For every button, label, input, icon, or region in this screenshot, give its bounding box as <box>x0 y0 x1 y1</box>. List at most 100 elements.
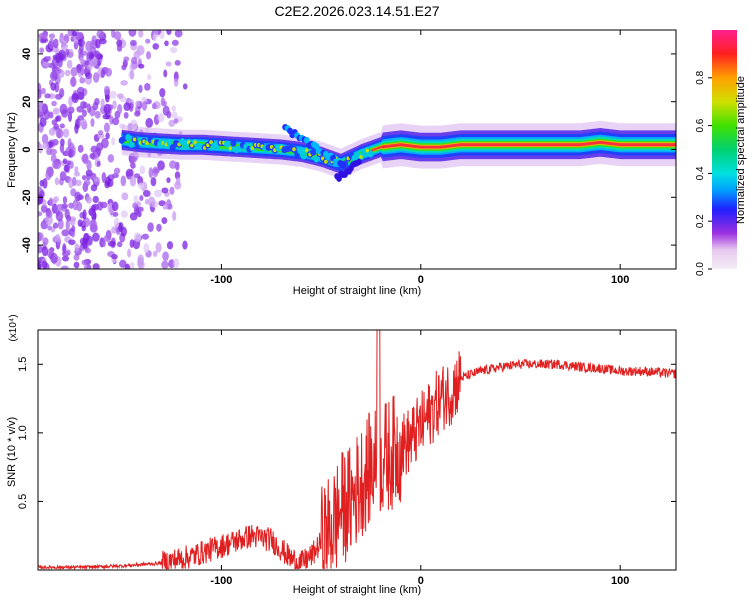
ridge-branch-blob <box>339 162 346 169</box>
noise-speckle <box>174 30 183 38</box>
noise-speckle <box>68 239 76 246</box>
spectrogram-panel: -100 0 100 -40 -20 0 20 40 Height of straight … <box>6 29 677 297</box>
noise-speckle <box>92 195 99 204</box>
noise-speckle <box>48 127 56 136</box>
noise-speckle <box>54 233 61 243</box>
noise-speckle <box>146 74 152 81</box>
noise-speckle <box>137 257 144 268</box>
noise-speckle <box>130 56 138 65</box>
noise-speckle <box>82 50 88 56</box>
noise-speckle <box>138 84 143 94</box>
noise-speckle <box>77 32 83 40</box>
noise-speckle <box>121 192 129 201</box>
noise-speckle <box>127 248 132 258</box>
noise-speckle <box>161 187 169 194</box>
noise-speckle <box>57 218 64 230</box>
noise-speckle <box>138 30 144 38</box>
noise-speckle <box>119 259 127 268</box>
noise-speckle <box>72 199 79 211</box>
noise-speckle <box>69 218 76 226</box>
noise-speckle <box>152 43 160 50</box>
noise-speckle <box>116 241 123 248</box>
noise-speckle <box>161 260 169 269</box>
noise-speckle <box>63 164 70 173</box>
noise-speckle <box>61 229 70 237</box>
noise-speckle <box>44 109 50 120</box>
noise-speckle <box>50 252 58 264</box>
noise-speckle <box>166 241 174 250</box>
noise-speckle <box>94 110 101 119</box>
noise-speckle <box>61 255 70 262</box>
noise-speckle <box>38 101 44 108</box>
noise-speckle <box>132 202 139 209</box>
ridge-blob <box>228 146 232 151</box>
noise-speckle <box>113 167 121 175</box>
ridge-blob <box>230 139 237 147</box>
noise-speckle <box>66 160 71 166</box>
noise-speckle <box>161 217 168 224</box>
noise-speckle <box>38 89 42 99</box>
ridge-branch-blob <box>303 136 310 144</box>
snr-ylabel: SNR (10 * v/v) <box>6 417 18 487</box>
noise-speckle <box>103 122 110 133</box>
noise-speckle <box>101 137 109 149</box>
noise-speckle <box>40 204 48 213</box>
noise-speckle <box>59 123 65 129</box>
noise-speckle <box>62 196 68 204</box>
noise-speckle <box>116 93 124 99</box>
noise-speckle <box>145 117 154 128</box>
noise-speckle <box>48 197 53 207</box>
noise-speckle <box>62 128 70 138</box>
noise-speckle <box>150 176 157 187</box>
noise-speckle <box>65 48 70 56</box>
noise-speckle <box>75 179 82 187</box>
noise-speckle <box>41 32 48 40</box>
noise-speckle <box>165 61 172 67</box>
noise-speckle <box>54 93 63 100</box>
snr-panel: -100 0 100 0.5 1.0 1.5 (x10⁴) Height of stra… <box>6 314 677 596</box>
noise-speckle <box>44 93 51 99</box>
noise-speckle <box>169 186 175 195</box>
noise-speckle <box>145 38 151 44</box>
noise-speckle <box>139 165 146 175</box>
noise-speckle <box>103 234 112 242</box>
noise-speckle <box>151 102 157 110</box>
ridge-blob <box>166 138 173 146</box>
noise-speckle <box>123 111 129 119</box>
noise-speckle <box>74 166 79 174</box>
noise-speckle <box>116 44 123 52</box>
ridge-blob <box>209 140 213 145</box>
noise-speckle <box>147 196 156 208</box>
snr-y-ticks: 0.5 1.0 1.5 <box>17 357 676 509</box>
noise-speckle <box>154 189 162 198</box>
noise-speckle <box>105 176 112 187</box>
noise-speckle <box>71 30 77 37</box>
noise-speckle <box>81 174 87 181</box>
noise-speckle <box>95 38 101 49</box>
noise-speckle <box>80 100 87 109</box>
noise-speckle <box>175 177 181 186</box>
noise-speckle <box>55 115 62 122</box>
noise-speckle <box>141 101 148 111</box>
noise-speckle <box>80 118 87 129</box>
noise-speckle <box>111 226 117 234</box>
noise-speckle <box>42 61 50 67</box>
noise-speckle <box>55 52 61 64</box>
noise-speckle <box>81 109 88 117</box>
noise-speckle <box>135 100 141 107</box>
snr-x-ticks: -100 0 100 <box>210 330 629 587</box>
noise-speckle <box>56 127 62 139</box>
noise-speckle <box>129 212 138 221</box>
spectrogram-x-ticks: -100 0 100 <box>210 30 629 286</box>
noise-speckle <box>137 211 142 218</box>
noise-speckle <box>74 243 80 252</box>
snr-scale-label: (x10⁴) <box>8 314 19 341</box>
noise-speckle <box>53 38 59 49</box>
noise-speckle <box>97 130 104 136</box>
spectrogram-y-tick-label: 40 <box>21 48 33 60</box>
noise-speckle <box>90 184 98 192</box>
noise-speckle <box>47 225 52 231</box>
noise-speckle <box>101 240 106 247</box>
noise-speckle <box>152 166 159 178</box>
ridge-blob <box>179 138 186 146</box>
